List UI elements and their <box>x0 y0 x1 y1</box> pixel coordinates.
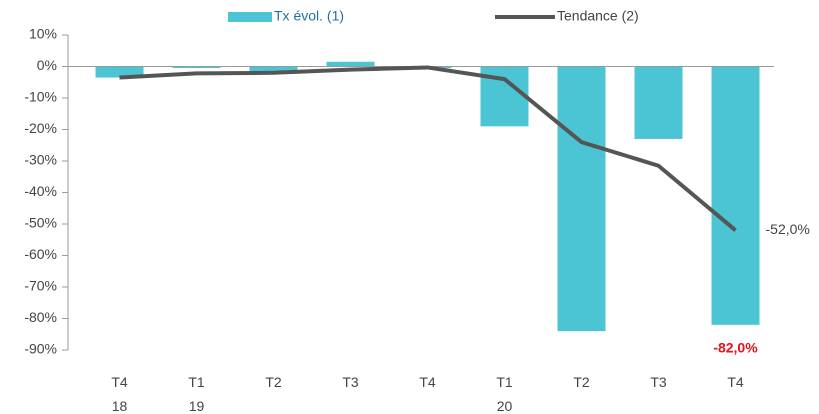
y-tick-label: -30% <box>24 152 57 168</box>
legend-label: Tendance (2) <box>557 8 639 24</box>
x-tick-label: T3 <box>342 374 359 390</box>
x-tick-label: T4 18 <box>111 374 128 414</box>
x-tick-label: T4 <box>727 374 744 390</box>
y-tick-label: -40% <box>24 183 57 199</box>
bar <box>557 66 606 332</box>
y-tick-label: -70% <box>24 278 57 294</box>
legend-label: Tx évol. (1) <box>274 8 344 24</box>
x-tick-label: T1 20 <box>496 374 513 414</box>
x-tick-label: T3 <box>650 374 667 390</box>
x-tick-label: T4 <box>419 374 436 390</box>
x-tick-label: T1 19 <box>188 374 205 414</box>
bar <box>326 61 375 67</box>
bar-value-label: -82,0% <box>713 340 758 356</box>
y-tick-label: 10% <box>29 26 57 42</box>
legend-swatch <box>228 12 272 22</box>
y-tick-label: -10% <box>24 89 57 105</box>
trend-line <box>119 65 737 232</box>
bar <box>711 66 760 325</box>
x-tick-label: T2 <box>265 374 282 390</box>
y-tick-label: -80% <box>24 309 57 325</box>
y-tick-label: -50% <box>24 215 57 231</box>
bar <box>634 66 683 139</box>
bar <box>249 66 298 72</box>
line-value-label: -52,0% <box>766 221 810 237</box>
y-tick-label: -90% <box>24 341 57 357</box>
y-tick-label: -60% <box>24 246 57 262</box>
y-tick-label: 0% <box>37 57 57 73</box>
y-tick-label: -20% <box>24 120 57 136</box>
bar <box>95 66 144 78</box>
x-tick-label: T2 <box>573 374 590 390</box>
bar <box>172 66 221 69</box>
